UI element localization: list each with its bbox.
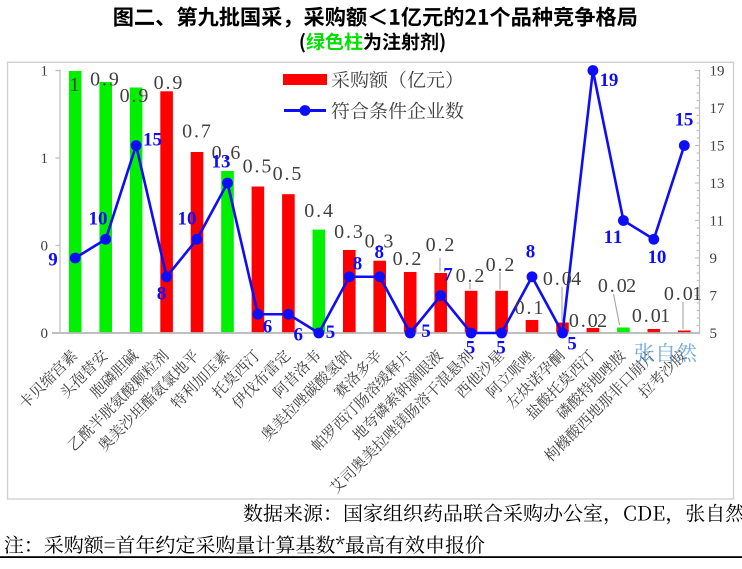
svg-text:6: 6 (294, 324, 304, 345)
svg-text:9: 9 (48, 249, 58, 270)
svg-text:5: 5 (421, 321, 431, 342)
svg-text:0.5: 0.5 (243, 155, 272, 177)
svg-text:0.6: 0.6 (212, 142, 241, 164)
svg-text:9: 9 (710, 251, 718, 267)
svg-text:1: 1 (70, 74, 80, 96)
svg-text:17: 17 (710, 101, 726, 117)
svg-text:15: 15 (675, 109, 694, 130)
svg-text:6: 6 (263, 316, 273, 337)
svg-text:0.01: 0.01 (632, 305, 670, 327)
svg-text:15: 15 (710, 139, 725, 155)
svg-text:10: 10 (89, 208, 108, 229)
svg-text:5: 5 (710, 326, 718, 342)
svg-text:0.02: 0.02 (598, 275, 636, 297)
svg-text:5: 5 (496, 337, 506, 358)
svg-text:0: 0 (41, 326, 49, 342)
svg-text:0.7: 0.7 (182, 120, 211, 142)
svg-text:5: 5 (466, 337, 476, 358)
svg-text:7: 7 (443, 264, 453, 285)
svg-text:11: 11 (604, 227, 623, 248)
svg-text:8: 8 (526, 241, 536, 262)
svg-text:0.3: 0.3 (365, 230, 394, 252)
svg-text:0.04: 0.04 (543, 268, 581, 290)
svg-text:0.2: 0.2 (456, 265, 485, 287)
svg-text:13: 13 (710, 176, 725, 192)
svg-text:5: 5 (567, 333, 577, 354)
svg-text:0.01: 0.01 (664, 283, 702, 305)
svg-text:8: 8 (375, 242, 385, 263)
svg-text:11: 11 (710, 214, 724, 230)
svg-text:10: 10 (178, 208, 197, 229)
svg-text:0.9: 0.9 (90, 68, 119, 90)
svg-text:10: 10 (648, 247, 667, 268)
svg-text:0.5: 0.5 (273, 163, 302, 185)
svg-text:0.02: 0.02 (569, 310, 607, 332)
svg-text:8: 8 (157, 283, 167, 304)
svg-text:1: 1 (41, 64, 49, 80)
svg-text:0.2: 0.2 (393, 248, 422, 270)
svg-text:0.4: 0.4 (304, 200, 333, 222)
svg-text:0.3: 0.3 (334, 221, 363, 243)
svg-text:7: 7 (710, 289, 718, 305)
svg-text:0: 0 (41, 239, 49, 255)
svg-text:0.2: 0.2 (486, 254, 515, 276)
svg-text:0.1: 0.1 (515, 297, 544, 319)
svg-text:19: 19 (710, 64, 725, 80)
svg-text:8: 8 (353, 253, 363, 274)
svg-text:0.9: 0.9 (120, 85, 149, 107)
svg-text:0.9: 0.9 (154, 72, 183, 94)
svg-text:5: 5 (326, 322, 336, 343)
svg-text:15: 15 (143, 129, 162, 150)
svg-text:19: 19 (600, 70, 619, 91)
svg-text:0.2: 0.2 (426, 234, 455, 256)
svg-text:1: 1 (41, 151, 49, 167)
svg-text:13: 13 (212, 151, 231, 172)
